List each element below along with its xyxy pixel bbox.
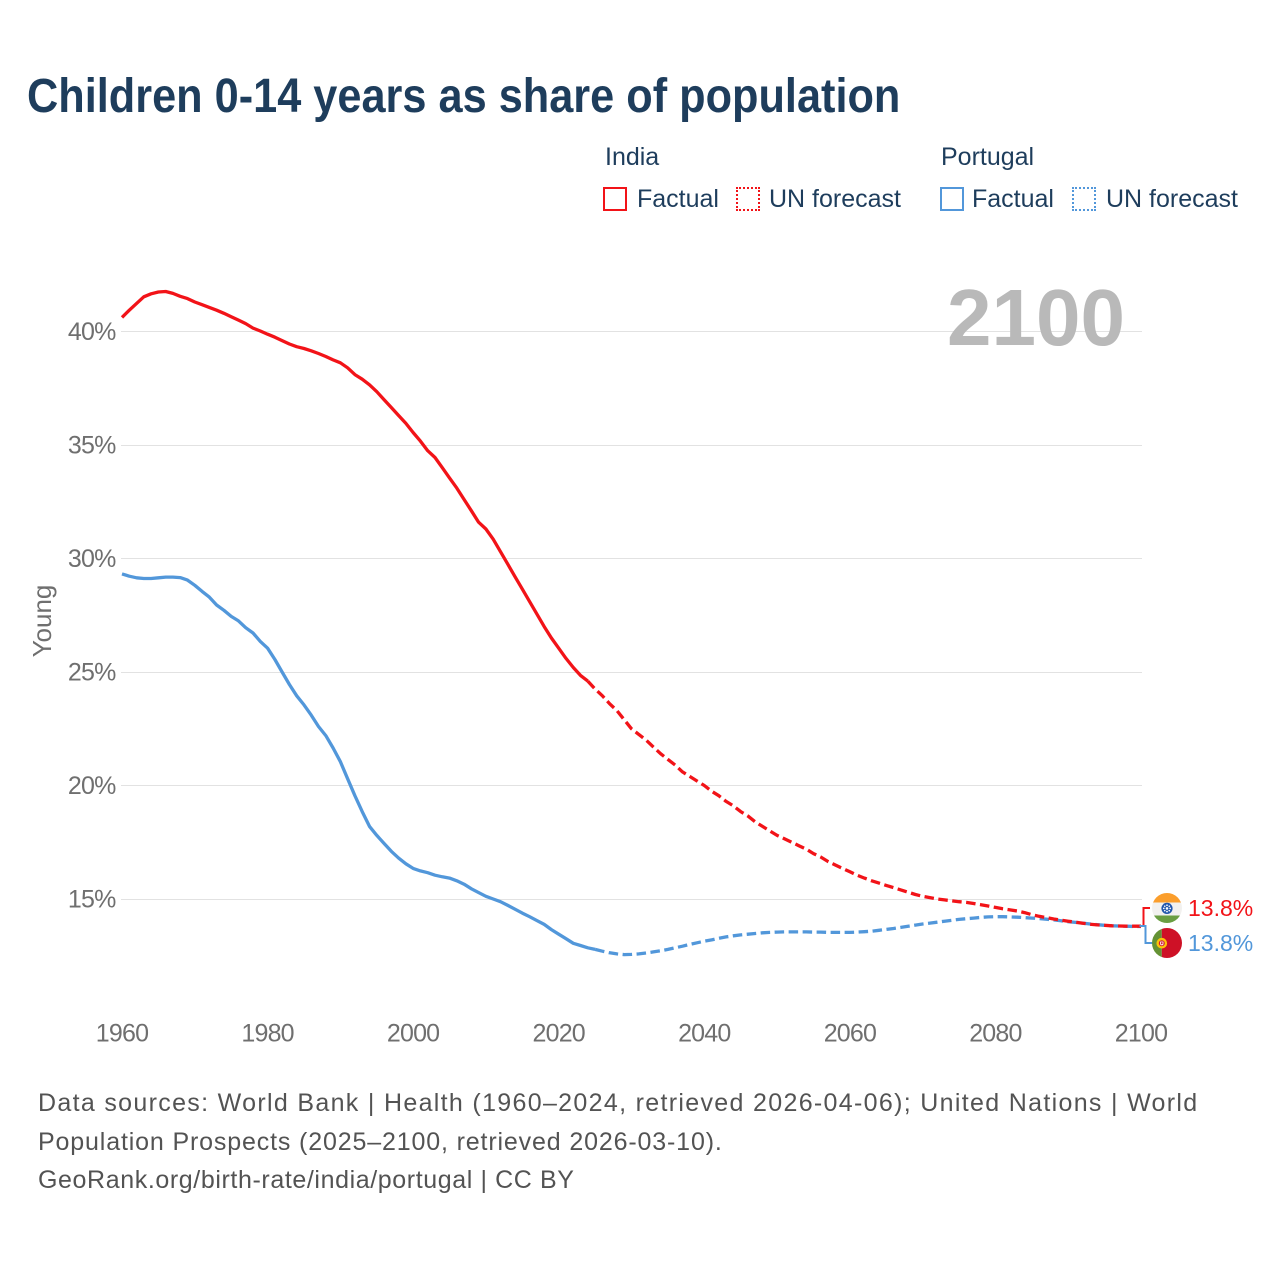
svg-text:2060: 2060 [824, 1020, 876, 1048]
svg-text:2080: 2080 [969, 1020, 1021, 1048]
svg-text:15%: 15% [68, 886, 116, 914]
svg-text:2000: 2000 [387, 1020, 439, 1048]
svg-text:30%: 30% [68, 545, 116, 573]
svg-text:20%: 20% [68, 772, 116, 800]
svg-text:35%: 35% [68, 432, 116, 460]
svg-text:25%: 25% [68, 659, 116, 687]
svg-text:1960: 1960 [96, 1020, 148, 1048]
svg-text:40%: 40% [68, 318, 116, 346]
svg-text:2100: 2100 [947, 273, 1125, 362]
svg-text:2040: 2040 [678, 1020, 730, 1048]
svg-text:13.8%: 13.8% [1188, 930, 1253, 956]
svg-text:Young: Young [27, 585, 57, 658]
svg-text:1980: 1980 [241, 1020, 293, 1048]
svg-text:2100: 2100 [1115, 1020, 1167, 1048]
svg-text:13.8%: 13.8% [1188, 895, 1253, 921]
svg-text:2020: 2020 [532, 1020, 584, 1048]
